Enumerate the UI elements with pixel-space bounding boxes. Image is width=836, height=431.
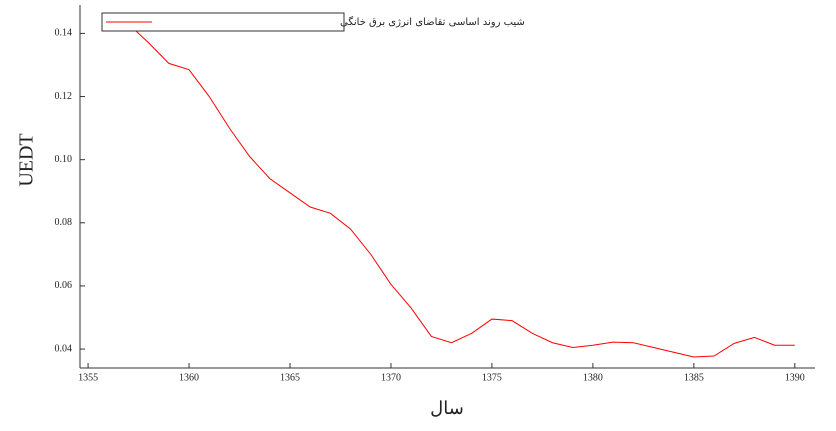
y-tick-label: 0.06 [55,280,73,291]
x-tick-label: 1380 [583,372,603,383]
x-tick-label: 1360 [179,372,199,383]
line-series [108,18,795,358]
x-tick-label: 1390 [785,372,805,383]
y-tick-label: 0.04 [55,343,73,354]
x-tick-label: 1375 [482,372,502,383]
x-tick-label: 1355 [78,372,98,383]
x-tick-label: 1385 [684,372,704,383]
x-axis-label: سال [430,398,464,418]
y-tick-label: 0.12 [55,91,73,102]
y-tick-label: 0.14 [55,28,73,39]
y-tick-label: 0.10 [55,154,73,165]
legend-box [101,12,345,32]
y-tick-label: 0.08 [55,217,73,228]
legend-label: شیب روند اساسی تقاضای انرژی برق خانگی [340,16,525,28]
y-axis-label: UEDT [16,133,38,186]
x-tick-label: 1370 [381,372,401,383]
x-tick-label: 1365 [280,372,300,383]
